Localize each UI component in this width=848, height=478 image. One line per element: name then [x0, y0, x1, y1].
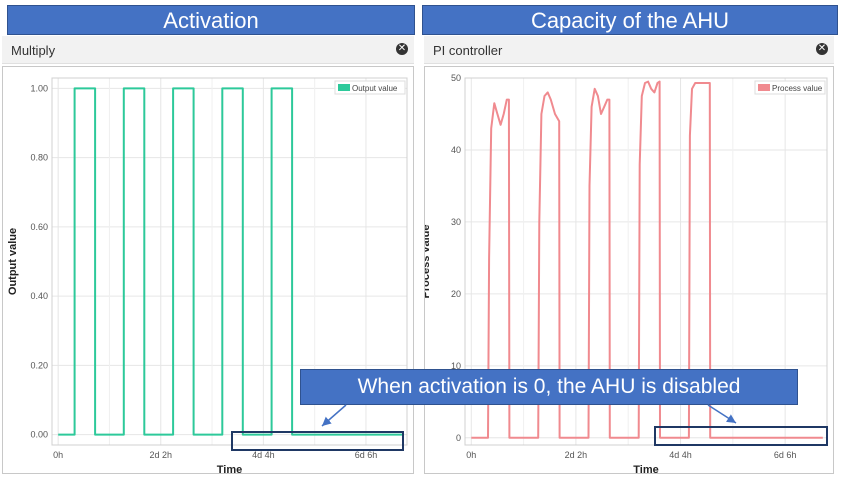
x-tick-label: 0h: [466, 450, 476, 460]
legend-swatch: [338, 84, 350, 91]
x-tick-label: 0h: [53, 450, 63, 460]
plot-frame: [51, 77, 408, 446]
close-icon[interactable]: ✕: [396, 43, 408, 55]
y-tick-label: 0.80: [30, 153, 48, 163]
y-tick-label: 1.00: [30, 83, 48, 93]
y-tick-label: 0.60: [30, 222, 48, 232]
legend-swatch: [758, 84, 770, 91]
y-tick-label: 0: [456, 433, 461, 443]
y-tick-label: 0.20: [30, 360, 48, 370]
x-tick-label: 2d 2h: [565, 450, 588, 460]
pi-controller-panel-header: PI controller ✕: [424, 36, 834, 64]
legend-label: Output value: [352, 84, 398, 93]
plot-frame: [464, 77, 828, 446]
legend-box: [754, 80, 826, 95]
legend-box: [334, 80, 406, 95]
x-tick-label: 4d 4h: [669, 450, 692, 460]
process-value-chart: 0 10 20 30 40 50 0h 2d 2h 4d 4h 6d 6h Time Process …: [420, 66, 834, 476]
process-value-series-line: [471, 80, 823, 439]
x-tick-label: 6d 6h: [355, 450, 378, 460]
y-tick-label: 0.00: [30, 430, 48, 440]
output-value-chart-svg: 0.00 0.20 0.40 0.60 0.80 1.00 0h 2d 2h 4d 4h 6d 6…: [7, 77, 408, 476]
capacity-banner: Capacity of the AHU: [422, 5, 838, 35]
y-tick-label: 30: [451, 217, 461, 227]
multiply-panel-header: Multiply ✕: [2, 36, 414, 64]
output-value-series-line: [58, 87, 403, 436]
y-tick-label: 50: [451, 73, 461, 83]
panel-title-multiply: Multiply: [11, 43, 56, 58]
y-tick-label: 0.40: [30, 291, 48, 301]
close-icon[interactable]: ✕: [816, 43, 828, 55]
y-tick-label: 10: [451, 361, 461, 371]
legend-label: Process value: [772, 84, 823, 93]
y-axis-label: Process value: [425, 225, 432, 299]
x-tick-label: 2d 2h: [149, 450, 172, 460]
highlight-box-activation-zero: [231, 431, 404, 451]
process-value-chart-svg: 0 10 20 30 40 50 0h 2d 2h 4d 4h 6d 6h Time Process …: [420, 73, 828, 476]
x-tick-label: 6d 6h: [774, 450, 797, 460]
y-axis-label: Output value: [7, 228, 19, 295]
highlight-box-ahu-disabled: [654, 426, 828, 446]
panel-title-pi-controller: PI controller: [433, 43, 503, 58]
y-tick-label: 40: [451, 145, 461, 155]
x-axis-label: Time: [633, 464, 658, 473]
x-tick-label: 4d 4h: [252, 450, 275, 460]
output-value-chart: 0.00 0.20 0.40 0.60 0.80 1.00 0h 2d 2h 4d 4h 6d 6…: [2, 66, 414, 476]
x-axis-label: Time: [217, 464, 242, 473]
annotation-callout: When activation is 0, the AHU is disable…: [300, 369, 798, 405]
y-tick-label: 20: [451, 289, 461, 299]
activation-banner: Activation: [7, 5, 415, 35]
